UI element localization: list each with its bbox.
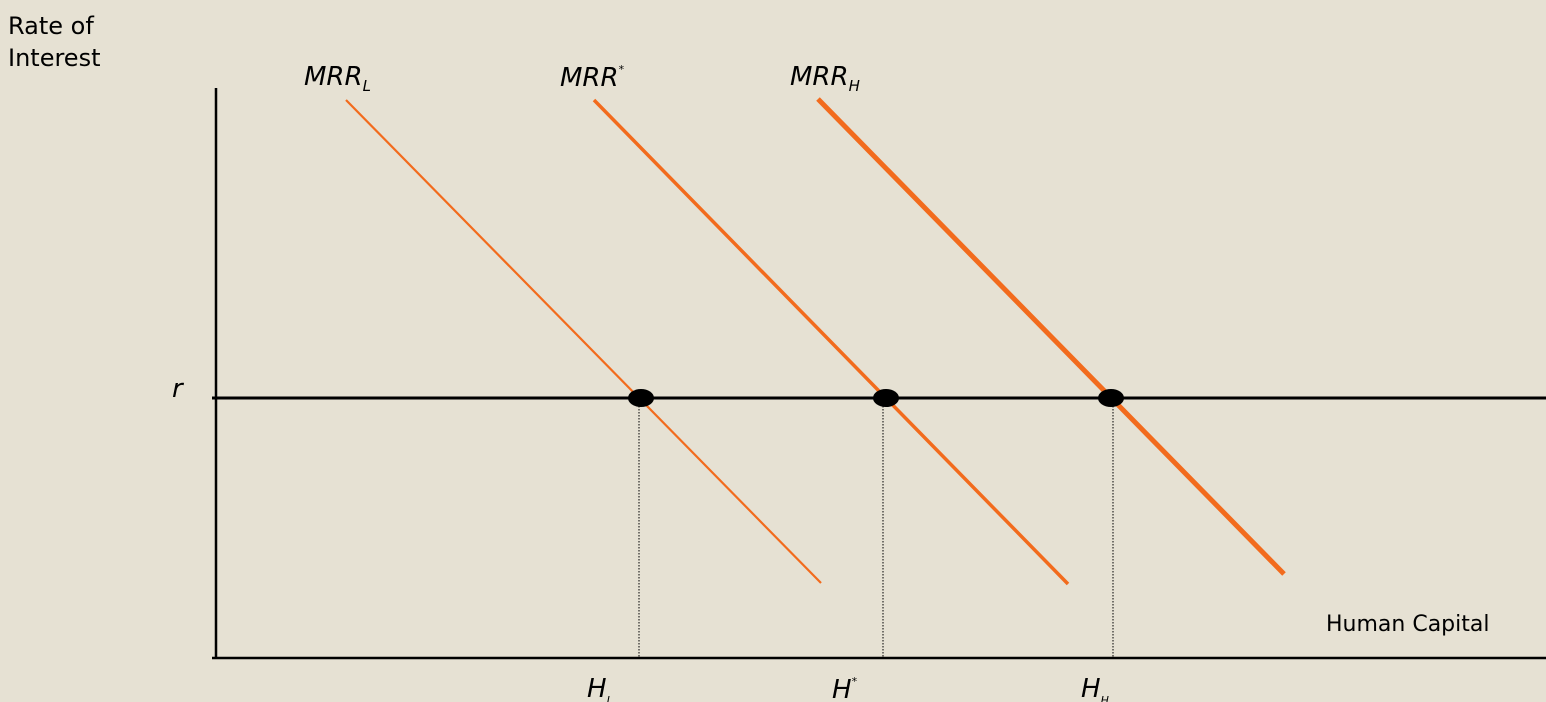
equilibrium-point-l — [628, 389, 654, 407]
y-axis-label-line2: Interest — [8, 44, 101, 72]
tick-label-h-star: H* — [832, 676, 857, 702]
curve-label-mrr-h: MRRH — [790, 64, 860, 94]
tick-label-h-l-base: H — [587, 674, 607, 702]
curve-label-mrr-star-mark: * — [618, 63, 625, 76]
tick-label-h-h-mark: H — [1100, 694, 1109, 702]
tick-label-h-star-mark: * — [851, 675, 858, 688]
tick-label-h-star-base: H — [832, 675, 852, 702]
curve-mrr-h — [816, 97, 1286, 576]
curve-label-mrr-star: MRR* — [560, 64, 624, 91]
equilibrium-point-h — [1098, 389, 1124, 407]
y-axis-label: Rate of Interest — [8, 10, 100, 74]
tick-label-h-h-base: H — [1081, 674, 1101, 702]
tick-label-h-l: HL — [587, 676, 613, 702]
y-axis-label-line1: Rate of — [8, 12, 94, 40]
tick-label-h-h: HH — [1081, 676, 1109, 702]
curve-label-mrr-h-base: MRR — [790, 62, 849, 92]
curve-label-mrr-star-base: MRR — [560, 63, 619, 93]
equilibrium-point-star — [873, 389, 899, 407]
curve-label-mrr-l: MRRL — [304, 64, 371, 94]
curve-mrr-l — [345, 99, 822, 584]
x-axis-label: Human Capital — [1326, 612, 1490, 637]
curve-label-mrr-l-mark: L — [362, 77, 371, 95]
rate-label: r — [172, 374, 183, 404]
curve-label-mrr-h-mark: H — [848, 77, 860, 95]
tick-label-h-l-mark: L — [606, 694, 613, 702]
curve-mrr-star — [592, 98, 1070, 586]
curve-label-mrr-l-base: MRR — [304, 62, 363, 92]
